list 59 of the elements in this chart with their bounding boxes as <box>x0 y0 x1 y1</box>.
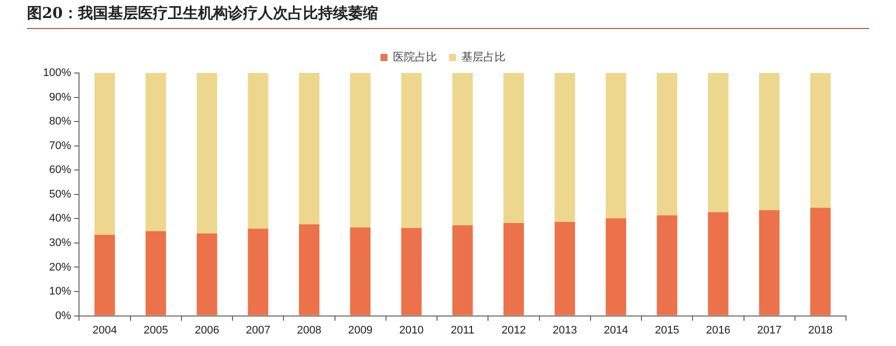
bar <box>196 73 218 234</box>
bar <box>298 73 320 224</box>
y-tick-label: 100% <box>42 67 72 80</box>
bar <box>94 234 115 316</box>
bar <box>248 73 268 229</box>
x-tick-label: 2010 <box>399 324 424 336</box>
bar <box>298 224 320 316</box>
x-tick-label: 2013 <box>552 324 578 336</box>
bar <box>708 73 728 212</box>
x-tick-label: 2016 <box>706 324 730 336</box>
bar <box>759 210 780 316</box>
y-tick-label: 80% <box>49 116 72 128</box>
y-tick-label: 70% <box>49 140 72 152</box>
bar <box>401 228 422 316</box>
y-tick-label: 20% <box>49 261 72 274</box>
x-tick-label: 2005 <box>144 324 168 336</box>
y-tick-label: 30% <box>49 236 72 249</box>
x-tick-label: 2004 <box>92 324 117 336</box>
y-tick-label: 90% <box>49 91 72 104</box>
bar <box>554 222 576 316</box>
y-tick-label: 0% <box>55 310 72 322</box>
bar <box>350 73 371 228</box>
bar <box>401 73 422 228</box>
x-tick-label: 2008 <box>296 324 322 336</box>
x-tick-label: 2007 <box>246 324 270 336</box>
bar <box>452 225 473 316</box>
legend-label: 医院占比 <box>393 50 437 64</box>
bar <box>94 73 115 235</box>
x-tick-label: 2018 <box>808 324 833 336</box>
bar <box>503 73 524 224</box>
bar <box>196 233 218 316</box>
bar <box>350 227 371 316</box>
x-tick-label: 2017 <box>757 324 782 336</box>
bar <box>146 231 166 316</box>
bar <box>554 73 576 222</box>
x-tick-label: 2011 <box>450 324 474 336</box>
bar <box>503 223 524 316</box>
x-tick-label: 2009 <box>348 324 373 336</box>
x-tick-label: 2015 <box>654 324 680 336</box>
y-tick-label: 50% <box>49 188 72 200</box>
bar <box>759 73 780 210</box>
legend-label: 基层占比 <box>462 50 506 64</box>
x-tick-label: 2014 <box>604 324 628 336</box>
x-tick-label: 2006 <box>194 324 220 336</box>
bar <box>810 73 831 208</box>
bar <box>656 73 678 216</box>
bar <box>606 218 626 316</box>
y-tick-label: 10% <box>49 286 72 298</box>
bar <box>656 215 678 316</box>
bar <box>606 73 626 218</box>
bar <box>146 73 166 232</box>
bar <box>248 228 268 316</box>
bar <box>452 73 473 226</box>
bar <box>810 208 831 316</box>
y-tick-label: 60% <box>49 164 72 176</box>
x-tick-label: 2012 <box>501 324 526 336</box>
chart-title: 图20：我国基层医疗卫生机构诊疗人次占比持续萎缩 <box>27 4 869 29</box>
bar <box>708 212 728 316</box>
y-tick-label: 40% <box>49 212 72 225</box>
